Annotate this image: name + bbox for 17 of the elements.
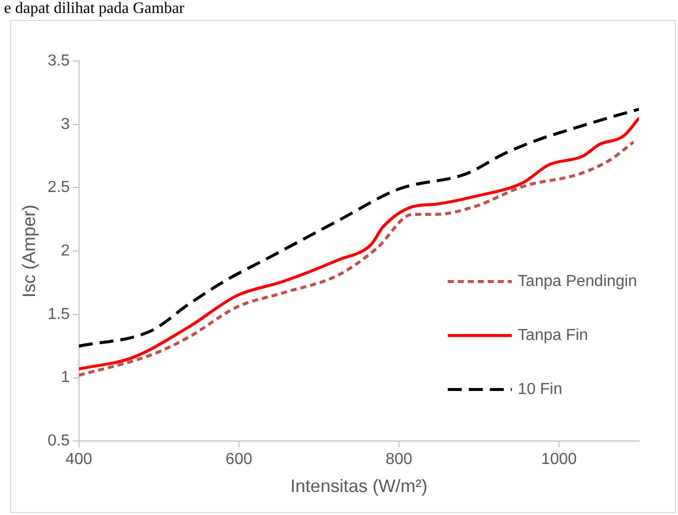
y-tick-label: 3: [60, 116, 70, 133]
y-tick-label: 0.5: [48, 432, 70, 450]
y-tick-label: 1: [60, 369, 70, 386]
x-axis-title: Intensitas (W/m²): [290, 476, 428, 496]
legend-label: Tanpa Pendingin: [518, 272, 638, 290]
y-tick-label: 2: [60, 242, 70, 260]
x-tick-label: 600: [226, 451, 252, 468]
x-tick-label: 800: [386, 451, 412, 468]
y-axis-title: Isc (Amper): [18, 204, 39, 298]
x-tick-label: 1000: [541, 451, 577, 468]
y-tick-label: 1.5: [48, 306, 70, 323]
legend-label: Tanpa Fin: [518, 326, 588, 344]
y-tick-label: 3.5: [48, 52, 70, 70]
legend-label: 10 Fin: [518, 380, 562, 398]
x-tick-label: 400: [65, 451, 92, 468]
text: e dapat dilihat pada Gambar: [4, 0, 184, 18]
y-tick-label: 2.5: [48, 179, 70, 196]
